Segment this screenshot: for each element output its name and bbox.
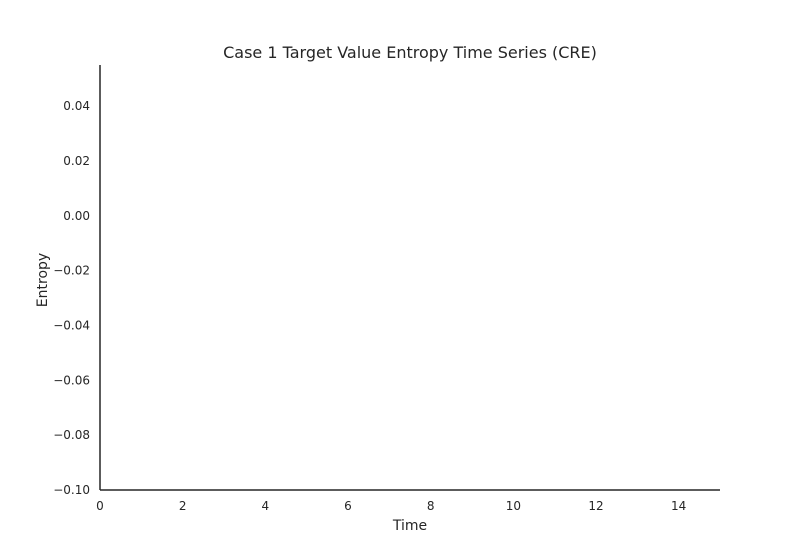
x-axis-label: Time [392, 518, 427, 534]
x-tick-label: 8 [427, 499, 435, 513]
y-axis-ticks: −0.10 −0.08 −0.06 −0.04 −0.02 0.00 0.02 0.04 [53, 99, 90, 497]
y-tick-label: 0.04 [63, 99, 90, 113]
x-tick-label: 0 [96, 499, 104, 513]
y-axis-label: Entropy [35, 253, 51, 307]
x-tick-label: 4 [262, 499, 270, 513]
y-tick-label: 0.00 [63, 209, 90, 223]
y-tick-label: −0.02 [53, 264, 90, 278]
x-axis-ticks: 0 2 4 6 8 10 12 14 [96, 499, 686, 513]
y-tick-label: 0.02 [63, 154, 90, 168]
x-tick-label: 6 [344, 499, 352, 513]
x-tick-label: 12 [588, 499, 603, 513]
chart-title: Case 1 Target Value Entropy Time Series … [223, 43, 597, 62]
x-tick-label: 14 [671, 499, 686, 513]
y-tick-label: −0.10 [53, 483, 90, 497]
x-tick-label: 10 [506, 499, 521, 513]
x-tick-label: 2 [179, 499, 187, 513]
y-tick-label: −0.06 [53, 373, 90, 387]
y-tick-label: −0.08 [53, 428, 90, 442]
y-tick-label: −0.04 [53, 318, 90, 332]
